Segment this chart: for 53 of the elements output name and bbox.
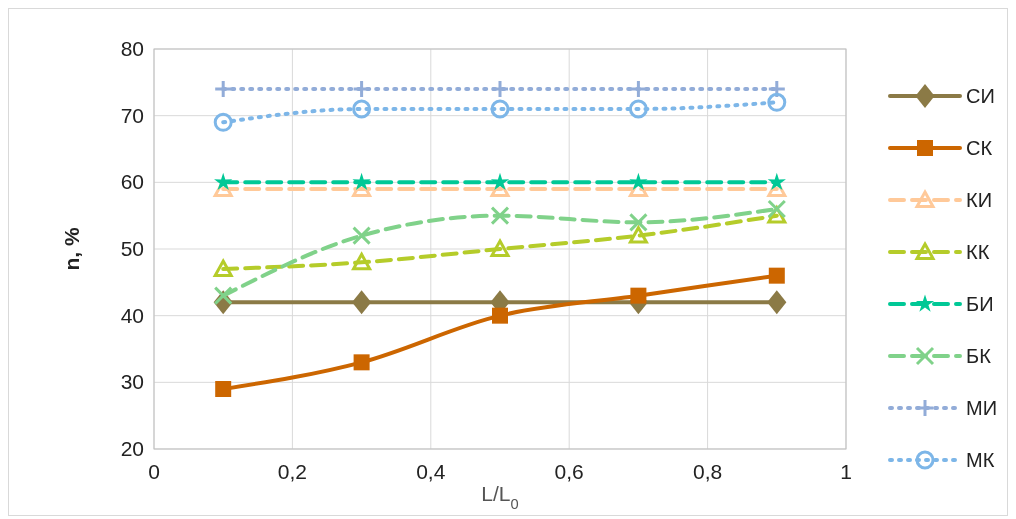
point xyxy=(213,112,233,132)
point xyxy=(628,99,648,119)
point xyxy=(214,172,233,191)
x-tick-label: 0,4 xyxy=(416,460,446,483)
y-tick-label: 30 xyxy=(120,370,144,394)
point xyxy=(352,226,372,246)
point xyxy=(490,239,510,257)
point xyxy=(767,172,786,191)
point xyxy=(352,252,372,271)
legend-label: МИ xyxy=(966,397,998,419)
legend-label: СК xyxy=(966,137,993,159)
y-tick-label: 40 xyxy=(120,303,144,327)
legend-label: КК xyxy=(966,241,990,263)
point xyxy=(353,354,370,371)
point xyxy=(630,287,647,304)
point xyxy=(215,381,232,397)
point xyxy=(768,267,785,284)
point xyxy=(490,206,510,226)
x-tick-label: 0,6 xyxy=(554,460,584,483)
point xyxy=(767,199,787,219)
y-axis-title: n, % xyxy=(60,227,83,271)
y-tick-label: 70 xyxy=(120,103,144,127)
y-tick-label: 50 xyxy=(120,237,144,260)
legend-label: КИ xyxy=(966,189,993,211)
x-tick-label: 0 xyxy=(148,460,160,483)
legend-label: СИ xyxy=(966,85,995,107)
point xyxy=(767,79,787,99)
legend-label: БИ xyxy=(966,293,994,315)
point xyxy=(352,99,372,119)
y-tick-label: 80 xyxy=(120,37,144,60)
point xyxy=(492,307,508,324)
point xyxy=(767,290,787,315)
x-tick-label: 0,2 xyxy=(277,460,307,483)
point xyxy=(213,286,233,306)
point xyxy=(352,290,372,315)
x-tick-label: 0,8 xyxy=(693,460,723,483)
point xyxy=(213,79,233,99)
point xyxy=(490,79,510,99)
point xyxy=(213,259,233,277)
point xyxy=(628,212,648,232)
legend-label: МК xyxy=(966,449,995,471)
point xyxy=(490,172,510,191)
x-tick-label: 1 xyxy=(840,460,852,483)
point xyxy=(629,172,648,191)
point xyxy=(352,172,371,191)
y-tick-label: 20 xyxy=(120,437,144,460)
point xyxy=(767,92,787,112)
x-axis-title: L/L$_{0}$ xyxy=(481,482,519,512)
legend-label: БК xyxy=(966,345,992,367)
point xyxy=(628,226,648,244)
point xyxy=(628,79,648,99)
y-tick-label: 60 xyxy=(120,170,144,194)
point xyxy=(490,99,510,119)
